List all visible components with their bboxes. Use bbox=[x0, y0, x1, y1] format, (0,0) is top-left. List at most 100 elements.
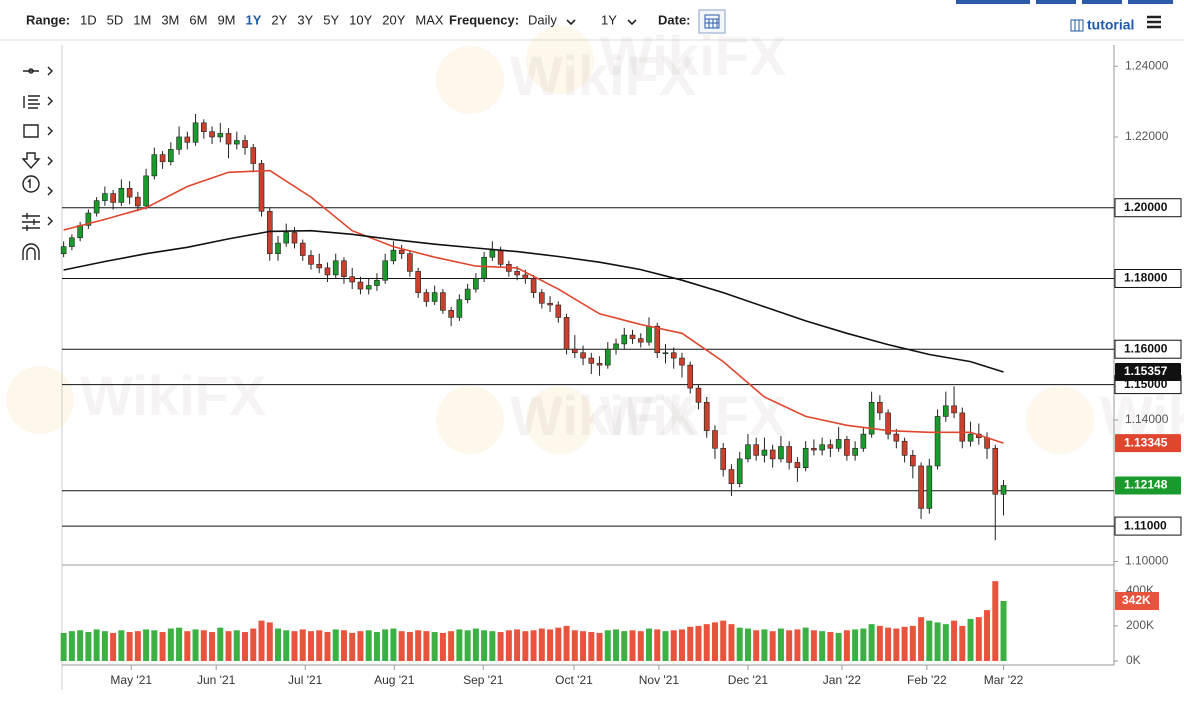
top-tab[interactable] bbox=[1036, 0, 1076, 4]
volume-bar bbox=[975, 617, 982, 661]
range-button[interactable]: 20Y bbox=[382, 12, 405, 27]
watermark: WikiFX bbox=[80, 364, 266, 427]
candle-body bbox=[192, 122, 199, 143]
volume-bar bbox=[926, 620, 933, 661]
range-button[interactable]: 9M bbox=[217, 12, 235, 27]
candle-body bbox=[77, 225, 83, 239]
top-tab[interactable] bbox=[1082, 0, 1122, 4]
volume-bar bbox=[299, 629, 306, 661]
volume-bar bbox=[992, 581, 999, 661]
volume-bar bbox=[629, 630, 636, 661]
volume-bar bbox=[711, 622, 718, 661]
range-button[interactable]: 6M bbox=[189, 12, 207, 27]
hline-label: 1.16000 bbox=[1124, 341, 1168, 355]
candle-body bbox=[209, 131, 215, 138]
top-tab[interactable] bbox=[956, 0, 1030, 4]
y-tick-label: 1.22000 bbox=[1125, 129, 1169, 143]
volume-bar bbox=[563, 625, 570, 661]
period-select[interactable]: 1Y bbox=[601, 12, 617, 27]
candle-body bbox=[646, 325, 652, 343]
range-button[interactable]: 1M bbox=[133, 12, 151, 27]
volume-bar bbox=[291, 631, 298, 661]
tool-line[interactable] bbox=[23, 66, 53, 76]
candle-body bbox=[918, 465, 924, 509]
x-tick-label: Jun '21 bbox=[197, 673, 236, 687]
top-tab[interactable] bbox=[1128, 0, 1173, 4]
volume-bar bbox=[613, 629, 620, 661]
volume-bar bbox=[340, 630, 347, 661]
volume-bar bbox=[580, 631, 587, 661]
volume-bar bbox=[365, 630, 372, 661]
volume-bar bbox=[101, 631, 108, 661]
candle-body bbox=[423, 292, 430, 302]
volume-bar bbox=[456, 629, 463, 661]
candle-body bbox=[176, 136, 182, 150]
volume-bar bbox=[1000, 600, 1007, 661]
tool-magnet[interactable] bbox=[22, 243, 40, 260]
range-button[interactable]: 5D bbox=[107, 12, 124, 27]
range-button[interactable]: 2Y bbox=[271, 12, 287, 27]
volume-bar bbox=[134, 631, 141, 661]
tool-annotation[interactable] bbox=[22, 175, 53, 196]
menu-button[interactable] bbox=[1147, 15, 1161, 29]
candle-body bbox=[308, 255, 314, 265]
candle-body bbox=[341, 260, 347, 278]
candle-body bbox=[637, 338, 644, 343]
candle-body bbox=[126, 187, 133, 198]
tutorial-text[interactable]: tutorial bbox=[1087, 17, 1134, 33]
volume-bar bbox=[316, 630, 323, 661]
candle-body bbox=[943, 405, 949, 417]
volume-bar bbox=[703, 624, 710, 661]
calendar-icon[interactable] bbox=[704, 14, 720, 29]
range-button[interactable]: 10Y bbox=[349, 12, 372, 27]
calendar-grid[interactable] bbox=[705, 18, 719, 28]
range-button[interactable]: 1D bbox=[80, 12, 97, 27]
volume-bar bbox=[398, 631, 405, 661]
candle-body bbox=[901, 440, 908, 456]
candle-body bbox=[604, 348, 611, 366]
candle-body bbox=[514, 271, 520, 276]
x-tick-label: Sep '21 bbox=[463, 673, 504, 687]
volume-bar bbox=[777, 628, 784, 661]
tool-fib[interactable] bbox=[23, 95, 53, 109]
tutorial-icon[interactable] bbox=[1070, 19, 1084, 32]
x-tick-label: Oct '21 bbox=[555, 673, 593, 687]
range-button[interactable]: 3Y bbox=[297, 12, 313, 27]
dropdown-arrow[interactable] bbox=[566, 19, 576, 26]
volume-bar bbox=[687, 626, 694, 661]
candle-body bbox=[539, 292, 545, 304]
calendar-button[interactable] bbox=[698, 9, 726, 34]
candle-body bbox=[588, 357, 595, 364]
tutorial-icon[interactable] bbox=[1074, 20, 1080, 31]
candle-body bbox=[299, 242, 306, 256]
volume-value-box bbox=[1115, 591, 1159, 610]
candle-body bbox=[497, 249, 504, 265]
volume-bar bbox=[176, 627, 183, 661]
dropdown-arrow[interactable] bbox=[627, 19, 637, 26]
range-button[interactable]: 1Y bbox=[246, 12, 262, 27]
volume-bar bbox=[68, 631, 75, 661]
candle-body bbox=[580, 352, 586, 359]
volume-bar bbox=[349, 632, 356, 661]
candle-body bbox=[275, 242, 281, 255]
range-button[interactable]: 3M bbox=[161, 12, 179, 27]
range-button[interactable]: MAX bbox=[415, 12, 444, 27]
tutorial-link[interactable]: tutorial bbox=[1070, 17, 1134, 33]
tool-arrow[interactable] bbox=[21, 152, 53, 170]
volume-bar bbox=[192, 629, 199, 661]
volume-bar bbox=[266, 622, 273, 661]
range-button[interactable]: 5Y bbox=[323, 12, 339, 27]
candle-body bbox=[687, 364, 694, 389]
candle-body bbox=[827, 444, 834, 449]
tool-settings[interactable] bbox=[22, 213, 53, 231]
candle-body bbox=[736, 458, 743, 484]
frequency-select[interactable]: Daily bbox=[528, 12, 557, 27]
hline-label-box bbox=[1114, 516, 1182, 536]
x-tick-label: Dec '21 bbox=[728, 673, 769, 687]
volume-bar bbox=[522, 631, 529, 661]
candle-body bbox=[951, 405, 957, 414]
candle-body bbox=[316, 264, 323, 269]
candle-body bbox=[110, 193, 116, 203]
tool-shape[interactable] bbox=[23, 124, 53, 138]
